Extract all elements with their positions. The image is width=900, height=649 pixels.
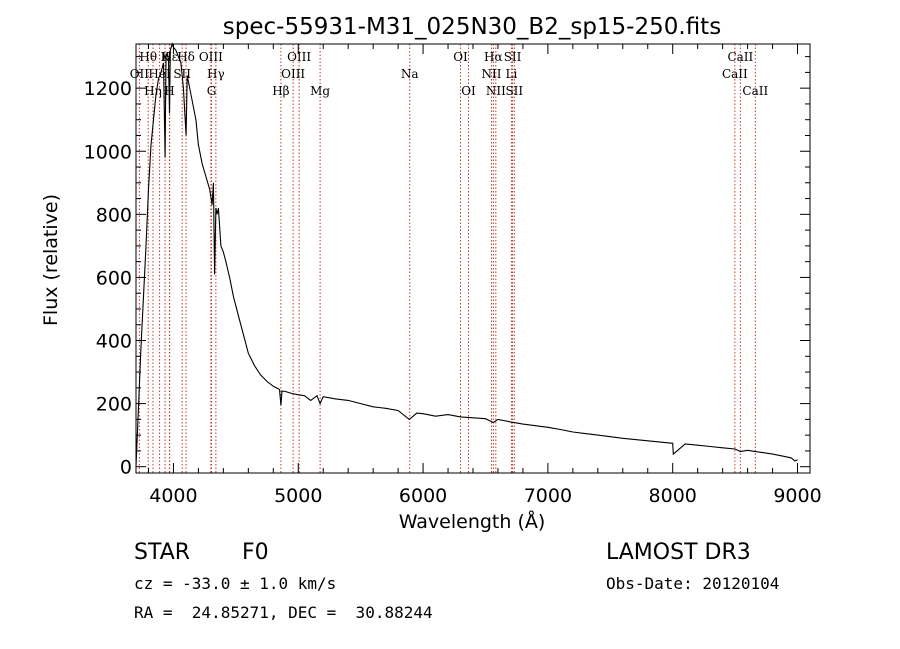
observation-date: Obs-Date: 20120104: [606, 574, 780, 593]
chart-title: spec-55931-M31_025N30_B2_sp15-250.fits: [223, 14, 721, 40]
line-label-16: Na: [401, 67, 419, 81]
line-label-25: CaII: [722, 67, 748, 81]
line-label-22: SII: [504, 50, 522, 64]
line-label-15: Mg: [310, 84, 330, 98]
line-label-17: OI: [453, 50, 468, 64]
line-label-2: Hη: [144, 84, 162, 98]
line-label-13: OIII: [281, 67, 305, 81]
line-label-21: NII: [486, 84, 506, 98]
line-label-27: CaII: [742, 84, 768, 98]
line-label-9: OIII: [199, 50, 223, 64]
line-label-3: HeI: [148, 67, 171, 81]
x-tick-label: 4000: [149, 485, 197, 507]
y-tick-label: 800: [96, 204, 132, 226]
line-label-14: OIII: [287, 50, 311, 64]
emission-line-markers: [138, 44, 756, 473]
x-axis-ticks: 4000 5000 6000 7000 8000 9000: [147, 44, 822, 507]
y-tick-label: 600: [96, 267, 132, 289]
x-tick-label: 5000: [274, 485, 322, 507]
y-axis-ticks: 0 200 400 600 800 1000 1200: [84, 56, 810, 479]
object-class: STAR: [134, 540, 191, 565]
line-label-11: Hγ: [207, 67, 225, 81]
x-tick-label: 6000: [399, 485, 447, 507]
line-label-10: G: [207, 84, 217, 98]
x-tick-label: 8000: [649, 485, 697, 507]
x-tick-label: 9000: [773, 485, 821, 507]
y-tick-label: 1200: [84, 78, 132, 100]
line-label-18: OI: [461, 84, 476, 98]
y-tick-label: 0: [120, 457, 132, 479]
line-label-20: Hα: [484, 50, 503, 64]
plot-frame: [135, 43, 811, 474]
spectrum-series-line: [135, 42, 798, 467]
survey-name: LAMOST DR3: [606, 540, 751, 565]
line-label-19: NII: [481, 67, 501, 81]
line-label-23: SII: [505, 84, 523, 98]
x-axis-label: Wavelength (Å): [399, 510, 546, 533]
line-label-26: CaII: [727, 50, 753, 64]
line-label-12: Hβ: [272, 84, 289, 98]
line-label-1: OII: [130, 67, 150, 81]
x-tick-label: 7000: [524, 485, 572, 507]
line-label-0: Hθ: [139, 50, 157, 64]
y-tick-label: 200: [96, 394, 132, 416]
y-axis-label: Flux (relative): [40, 194, 62, 326]
y-tick-label: 1000: [84, 141, 132, 163]
redshift-velocity: cz = -33.0 ± 1.0 km/s: [134, 574, 337, 593]
y-tick-label: 400: [96, 331, 132, 353]
line-label-8: Hδ: [177, 50, 195, 64]
object-subclass: F0: [242, 540, 269, 565]
line-label-24: Li: [506, 67, 518, 81]
coordinates: RA = 24.85271, DEC = 30.88244: [134, 603, 433, 622]
